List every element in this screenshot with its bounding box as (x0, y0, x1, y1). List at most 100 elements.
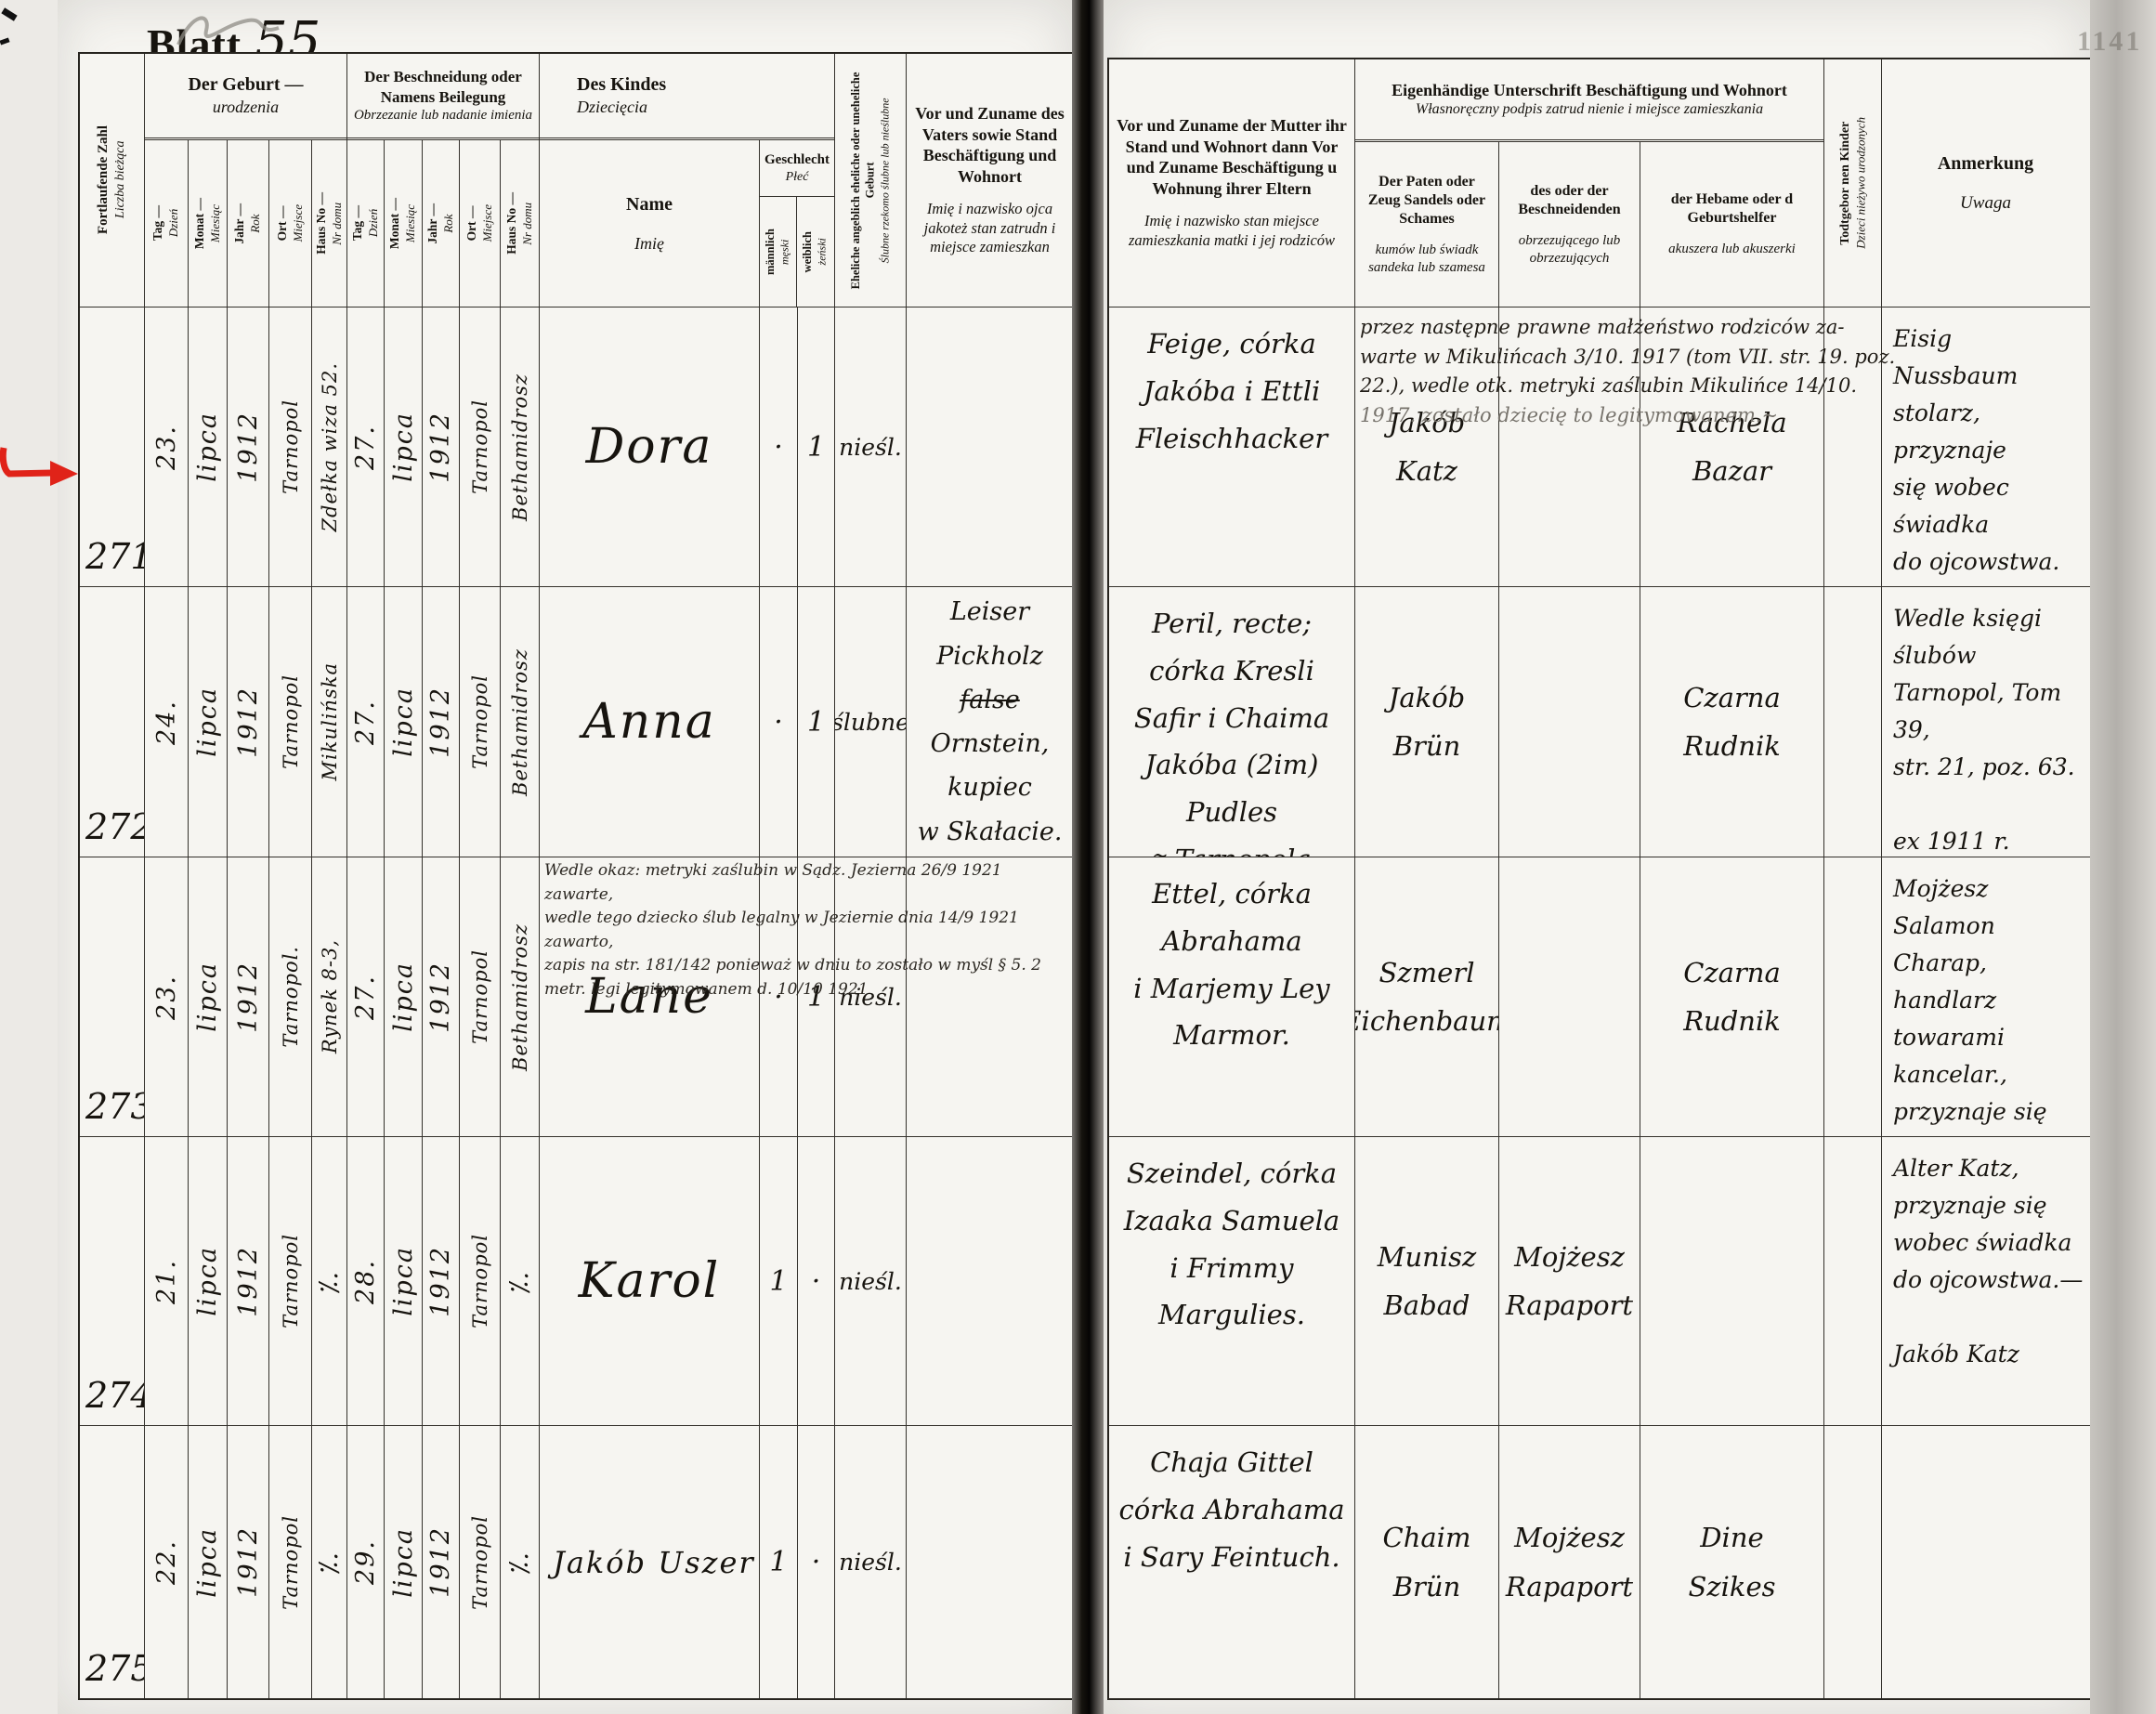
right-register-table: Vor und Zuname der Mutter ihr Stand und … (1107, 58, 2093, 1700)
circ-month: lipca (388, 962, 418, 1032)
register-row-273-right: Ettel, córka Abrahama i Marjemy Ley Marm… (1109, 857, 2091, 1136)
circ-house: Bethamidrosz (508, 922, 531, 1071)
child-name: Dora (585, 419, 713, 475)
circ-month: lipca (388, 1246, 418, 1316)
birth-year: 1912 (233, 686, 263, 758)
birth-place: Tarnopol. (279, 946, 302, 1048)
header-midwife: der Hebame oder d Geburtshelfer akuszera … (1668, 191, 1796, 257)
corner-ghost-mark: 1141 (2077, 26, 2143, 57)
legitimacy-entry: ślubne (835, 708, 907, 736)
circ-place: Tarnopol (468, 1234, 491, 1328)
remark-entry: Alter Katz, przyznaje się wobec świadka … (1893, 1155, 2084, 1367)
register-row-272-left: 272. 24. lipca 1912 Tarnopol Mikulińska … (80, 586, 1074, 857)
struck-word: false (960, 685, 1020, 714)
header-stillborn: Todtgebor nen Kinder Dzieci nieżywo urodz… (1824, 59, 1882, 307)
right-table-header: Vor und Zuname der Mutter ihr Stand und … (1109, 59, 2091, 307)
register-row-271-right: przez następne prawne małżeństwo rodzicó… (1109, 307, 2091, 586)
legitimacy-entry: nieśl. (839, 433, 902, 461)
marginal-legitimation-note: Wedle okaz: metryki zaślubin w Sądz. Jez… (544, 861, 1041, 999)
header-remark: Anmerkung Uwaga (1937, 152, 2034, 213)
witness-entry: Szmerl Eichenbaum (1355, 956, 1498, 1037)
father-entry: Leiser Pickholz false Ornstein, kupiec w… (917, 597, 1063, 846)
mother-entry: Szeindel, córka Izaaka Samuela i Frimmy … (1123, 1158, 1340, 1331)
birth-place: Tarnopol (279, 1234, 302, 1328)
sex-female-mark: · (811, 1546, 821, 1578)
header-circ-house: Haus No — Nr domu (503, 192, 534, 255)
circ-day: 27. (351, 424, 380, 470)
birth-house: Mikulińska (318, 662, 341, 781)
circ-year: 1912 (426, 1245, 455, 1317)
birth-day: 24. (151, 699, 181, 745)
midwife-entry: Czarna Rudnik (1683, 681, 1781, 762)
register-row-274-right: Szeindel, córka Izaaka Samuela i Frimmy … (1109, 1136, 2091, 1425)
birth-month: lipca (193, 962, 222, 1032)
midwife-entry: Dine Szikes (1688, 1522, 1776, 1603)
birth-place: Tarnopol (279, 399, 302, 494)
left-table-header: Fortlaufende Zahl Liczba bieżąca Der Gebu… (80, 54, 1074, 307)
red-arrow-annotation (0, 447, 78, 486)
birth-month: lipca (193, 1246, 222, 1316)
header-circ-year: Jahr — Rok (423, 140, 460, 307)
serial-number: 274. (85, 1375, 144, 1416)
header-child-name: Name Imię (540, 140, 760, 307)
sex-female-mark: 1 (806, 705, 826, 739)
birth-day: 23. (151, 424, 181, 470)
birth-day: 21. (151, 1258, 181, 1304)
header-birth-year: Jahr — Rok (228, 140, 269, 307)
circ-month: lipca (388, 1526, 418, 1598)
header-birth-place: Ort — Miejsce (269, 140, 312, 307)
register-row-275-left: 275. 22. lipca 1912 Tarnopol ⁒. 29. lipc… (80, 1425, 1074, 1698)
sex-female-mark: 1 (806, 980, 826, 1014)
birth-house: ⁒. (315, 1550, 344, 1574)
circ-year: 1912 (426, 961, 455, 1033)
circ-place: Tarnopol (468, 949, 491, 1044)
header-birth-group: Der Geburt — urodzenia Tag — Dzień Monat … (145, 54, 347, 307)
midwife-entry: Rachela Bazar (1677, 406, 1787, 487)
header-birth-house: Haus No — Nr domu (313, 192, 344, 255)
header-circ-day: Tag — Dzień (347, 140, 385, 307)
sex-female-mark: 1 (806, 430, 826, 464)
circ-house: Bethamidrosz (508, 648, 531, 796)
book-binding (1072, 0, 1104, 1714)
birth-house: ⁒. (315, 1269, 344, 1293)
circ-year: 1912 (426, 411, 455, 483)
header-witness: Der Paten oder Zeug Sandels oder Schames… (1355, 142, 1499, 307)
circ-day: 29. (351, 1539, 380, 1585)
circ-place: Tarnopol (468, 674, 491, 769)
header-circumciser: des oder der Beschneidenden obrzezującego… (1499, 142, 1640, 307)
circ-month: lipca (388, 687, 418, 757)
scan-right-margin (2090, 0, 2156, 1714)
scan-left-margin (0, 0, 58, 1714)
remark-entry: Wedle księgi ślubów Tarnopol, Tom 39, st… (1893, 605, 2075, 855)
header-birth-day: Tag — Dzień (145, 140, 189, 307)
sex-female-mark: · (811, 1264, 821, 1298)
child-name: Jakób Uszer (553, 1544, 755, 1580)
sex-male-mark: · (774, 980, 783, 1014)
birth-year: 1912 (233, 1245, 263, 1317)
birth-place: Tarnopol (279, 1514, 302, 1610)
register-row-271-left: 271. 23. lipca 1912 Tarnopol Zdełka wiza… (80, 307, 1074, 586)
sex-male-mark: · (774, 705, 783, 739)
birth-month: lipca (193, 412, 222, 482)
header-serial: Fortlaufende Zahl Liczba bieżąca (80, 54, 145, 307)
birth-month: lipca (193, 1526, 222, 1598)
witness-entry: Chaim Brün (1382, 1522, 1471, 1603)
legitimacy-entry: nieśl. (839, 1549, 902, 1576)
header-signature-group: Eigenhändige Unterschrift Beschäftigung … (1355, 59, 1824, 307)
birth-year: 1912 (233, 1526, 263, 1598)
mother-entry: Ettel, córka Abrahama i Marjemy Ley Marm… (1133, 878, 1330, 1052)
serial-number: 275. (85, 1648, 144, 1689)
sex-male-mark: · (774, 430, 783, 464)
stillborn-entry (1824, 307, 1882, 586)
circ-day: 27. (351, 974, 380, 1020)
sex-male-mark: 1 (769, 1546, 788, 1578)
child-name: Anna (582, 694, 716, 750)
stillborn-entry (1824, 1426, 1882, 1698)
birth-day: 22. (151, 1539, 181, 1585)
mother-entry: Peril, recte; córka Kresli Safir i Chaim… (1133, 608, 1330, 857)
header-mother: Vor und Zuname der Mutter ihr Stand und … (1109, 59, 1355, 307)
register-row-273-left: Wedle okaz: metryki zaślubin w Sądz. Jez… (80, 857, 1074, 1136)
stillborn-entry (1824, 1137, 1882, 1425)
birth-year: 1912 (233, 411, 263, 483)
sex-male-mark: 1 (769, 1264, 788, 1298)
